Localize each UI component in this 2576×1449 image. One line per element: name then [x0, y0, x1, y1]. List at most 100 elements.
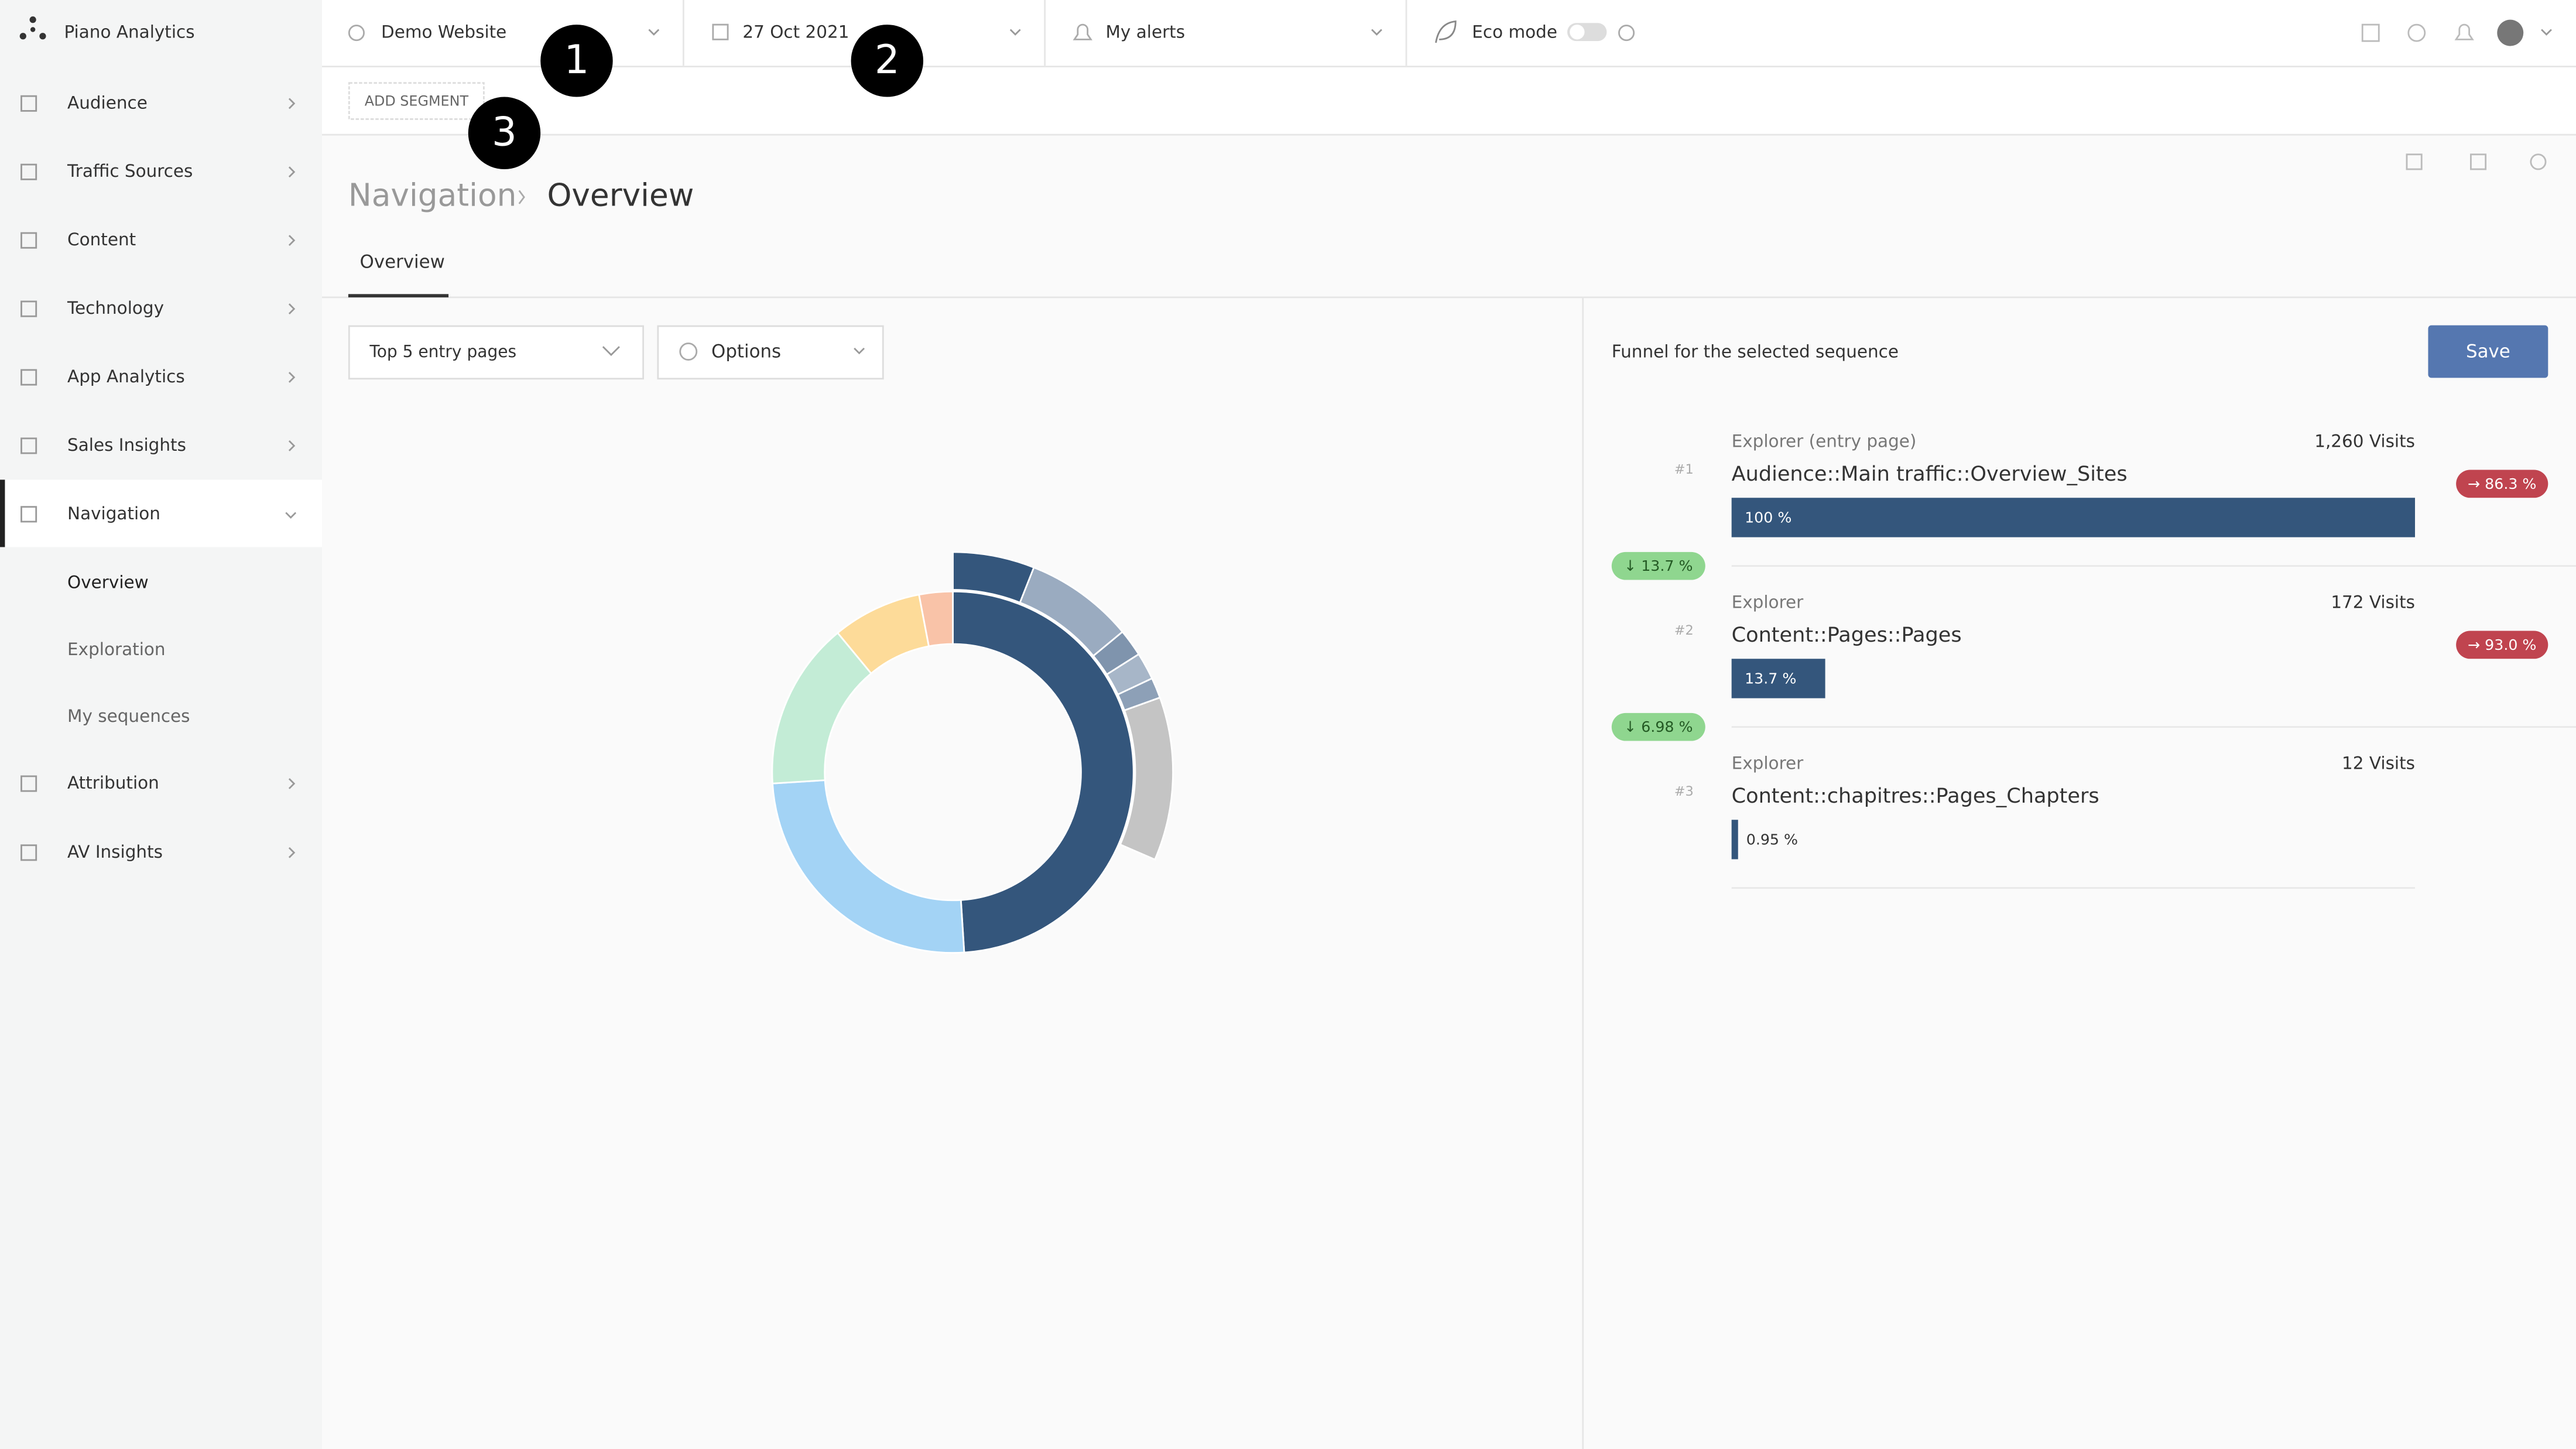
chevron	[288, 303, 296, 314]
menu-icon	[20, 506, 37, 523]
add-segment-label: ADD SEGMENT	[365, 93, 469, 109]
step-visits: 12 Visits	[2342, 753, 2415, 773]
chevron	[288, 372, 296, 383]
funnel-bar	[1731, 820, 1738, 859]
eco-label: Eco mode	[1472, 22, 1557, 42]
drop-badge	[1611, 551, 1705, 580]
gear-icon	[679, 342, 698, 361]
menu-item[interactable]: AV Insights	[67, 842, 163, 862]
add-segment-button[interactable]	[348, 82, 485, 120]
menu-icon	[20, 232, 37, 249]
avatar[interactable]	[2497, 19, 2524, 46]
menu-icon	[20, 369, 37, 386]
menu-icon	[20, 775, 37, 792]
leaf-icon	[1435, 20, 1457, 43]
menu-icon	[20, 437, 37, 454]
options-dropdown[interactable]	[657, 325, 884, 380]
chevron	[288, 440, 296, 451]
step-rank: #3	[1674, 784, 1694, 799]
tab-underline	[348, 294, 449, 297]
site-selector[interactable]: Demo Website	[381, 22, 506, 42]
entry-dropdown-label: Top 5 entry pages	[369, 342, 516, 361]
menu-item[interactable]: Navigation	[67, 503, 160, 523]
submenu-item[interactable]: Overview	[67, 573, 149, 592]
breadcrumb-parent[interactable]: Navigation	[348, 177, 516, 213]
step-label: Explorer	[1732, 592, 1804, 612]
tab[interactable]: Overview	[360, 251, 445, 272]
callout-number: 3	[492, 109, 517, 155]
submenu-item[interactable]: Exploration	[67, 639, 166, 659]
share-icon[interactable]	[2530, 153, 2547, 170]
menu-item[interactable]: Sales Insights	[67, 435, 186, 455]
date-selector[interactable]: 27 Oct 2021	[742, 22, 849, 42]
drop-rate: ↓ 6.98 %	[1624, 718, 1693, 735]
step-page[interactable]: Content::Pages::Pages	[1732, 623, 1962, 647]
exit-badge	[2456, 470, 2548, 498]
help-icon[interactable]	[2407, 23, 2426, 42]
drop-badge	[1611, 712, 1705, 741]
bell-icon	[1073, 23, 1092, 40]
chevron	[288, 778, 296, 789]
menu-icon	[20, 95, 37, 112]
callout-number: 2	[875, 36, 900, 83]
alerts-selector[interactable]: My alerts	[1106, 22, 1186, 42]
funnel-bar	[1731, 659, 1825, 698]
notifications-icon[interactable]	[2454, 23, 2474, 40]
globe-icon	[348, 25, 365, 42]
bar-label: 100 %	[1745, 509, 1791, 526]
dynamic-layer: Audience Traffic Sources Content Technology…	[20, 25, 2576, 954]
calendar-icon	[712, 23, 729, 40]
step-page[interactable]: Audience::Main traffic::Overview_Sites	[1732, 462, 2128, 486]
entry-dropdown[interactable]	[348, 325, 644, 380]
step-rank: #1	[1674, 462, 1694, 477]
app-name: Piano Analytics	[64, 22, 194, 42]
bookmark-icon[interactable]	[2406, 153, 2423, 170]
active-item-bg	[0, 479, 322, 547]
callout	[468, 97, 541, 170]
apps-icon[interactable]	[2361, 23, 2380, 42]
step-visits: 172 Visits	[2331, 592, 2415, 612]
chevron	[2541, 29, 2552, 36]
step-page[interactable]: Content::chapitres::Pages_Chapters	[1732, 784, 2099, 808]
bar-label: 0.95 %	[1746, 831, 1798, 848]
breadcrumb-separator	[518, 190, 525, 204]
sunburst-segment	[771, 779, 965, 954]
export-icon[interactable]	[2470, 153, 2487, 170]
active-marker	[0, 479, 5, 547]
chevron	[285, 512, 297, 519]
logo	[19, 16, 46, 40]
save-button[interactable]	[2428, 325, 2548, 378]
menu-item[interactable]: Attribution	[67, 773, 159, 793]
breadcrumb-current: Overview	[547, 177, 694, 213]
info-icon[interactable]	[1618, 25, 1635, 42]
menu-item[interactable]: App Analytics	[67, 366, 185, 386]
save-label: Save	[2466, 341, 2510, 362]
step-rank: #2	[1674, 623, 1694, 638]
chevron	[288, 98, 296, 109]
chevron	[288, 235, 296, 246]
step-visits: 1,260 Visits	[2314, 431, 2415, 451]
chevron	[854, 347, 865, 355]
menu-item[interactable]: Audience	[67, 93, 148, 112]
menu-item[interactable]: Content	[67, 229, 136, 249]
menu-icon	[20, 844, 37, 861]
options-label: Options	[711, 341, 781, 362]
callout	[540, 25, 613, 97]
toggle-knob	[1570, 25, 1585, 40]
drop-rate: ↓ 13.7 %	[1624, 557, 1693, 574]
menu-item[interactable]: Technology	[67, 298, 164, 318]
submenu-item[interactable]: My sequences	[67, 706, 190, 726]
menu-icon	[20, 300, 37, 317]
bar-label: 13.7 %	[1745, 670, 1796, 687]
chevron	[288, 847, 296, 858]
menu-item[interactable]: Traffic Sources	[67, 161, 193, 181]
callout	[851, 25, 924, 97]
chevron	[1371, 29, 1382, 36]
sidebar	[0, 0, 322, 1449]
exit-badge	[2456, 631, 2548, 659]
callout-number: 1	[564, 36, 590, 83]
chevron	[602, 346, 620, 357]
step-label: Explorer	[1732, 753, 1804, 773]
